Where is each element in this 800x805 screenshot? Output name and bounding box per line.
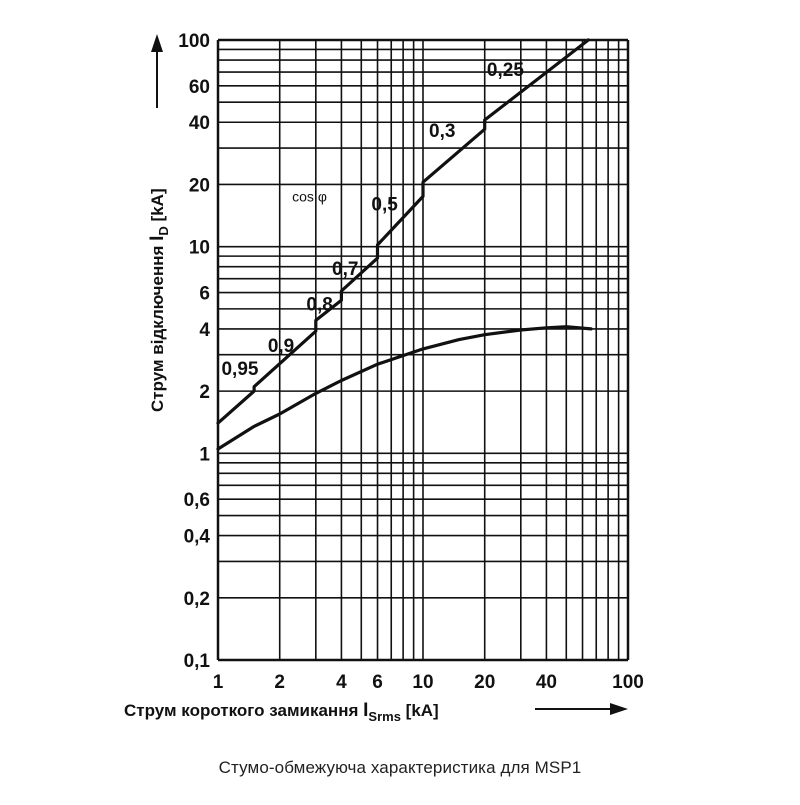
- y-tick-label: 6: [199, 284, 210, 305]
- series-layer: [216, 38, 593, 451]
- power-factor-label: 0,5: [371, 194, 398, 215]
- x-axis-arrow-head: [610, 703, 628, 715]
- power-factor-label: 0,7: [332, 259, 358, 280]
- y-tick-label: 60: [189, 77, 210, 98]
- series-line-2: [216, 325, 593, 451]
- series-line-1: [216, 38, 590, 425]
- power-factor-label: 0,9: [268, 336, 294, 357]
- y-tick-label: 1: [199, 444, 210, 465]
- x-tick-label: 6: [372, 672, 383, 693]
- power-factor-label: 0,25: [487, 60, 524, 81]
- y-axis-title: Струм відключення ID [kA]: [147, 188, 171, 412]
- axis-title-layer: Струм короткого замикання ISrms [kA] Стру…: [124, 34, 628, 724]
- cos-phi-label: cos φ: [292, 189, 327, 205]
- y-tick-label: 0,4: [184, 527, 211, 548]
- x-tick-label: 1: [213, 672, 224, 693]
- y-tick-label: 0,2: [184, 589, 210, 610]
- y-tick-label: 10: [189, 238, 210, 259]
- x-tick-label: 2: [274, 672, 285, 693]
- x-tick-label: 100: [612, 672, 644, 693]
- y-tick-label: 40: [189, 113, 210, 134]
- power-factor-label: 0,95: [221, 359, 258, 380]
- annotation-layer: cos φ 0,95 0,9 0,80,7 0,5 0,3 0,25: [221, 60, 524, 380]
- x-tick-label: 4: [336, 672, 347, 693]
- y-axis-arrow-head: [151, 34, 163, 52]
- y-tick-label: 100: [178, 31, 210, 52]
- y-tick-label: 4: [199, 320, 210, 341]
- power-factor-label: 0,3: [429, 121, 455, 142]
- x-tick-label: 20: [474, 672, 495, 693]
- y-tick-label: 2: [199, 382, 210, 403]
- tick-layer: 1 2 4 6 10 20 40 100 100 60 40 20 10 6 4 2 1 0,6 0,4 0,2 0,1: [178, 31, 644, 693]
- y-tick-label: 0,6: [184, 490, 210, 511]
- chart-caption: Стумо-обмежуюча характеристика для MSP1: [218, 758, 582, 777]
- x-tick-label: 40: [536, 672, 557, 693]
- power-factor-label: 0,8: [306, 295, 332, 316]
- y-tick-label: 0,1: [184, 651, 211, 672]
- x-axis-title: Струм короткого замикання ISrms [kA]: [124, 700, 439, 724]
- y-tick-label: 20: [189, 175, 210, 196]
- grid-layer: [216, 38, 630, 662]
- x-tick-label: 10: [412, 672, 433, 693]
